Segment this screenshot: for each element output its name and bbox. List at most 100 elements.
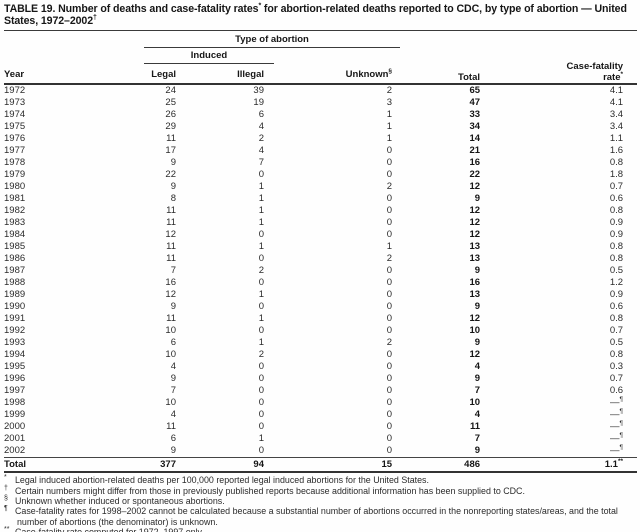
- table-row: 2002 9 0 0 9 —¶: [4, 444, 637, 458]
- cell-case-fatality-rate: 0.7: [609, 181, 624, 193]
- cell-case-fatality-rate: —¶: [610, 444, 624, 457]
- cell-year: 1977: [4, 145, 26, 157]
- cell-year: 1996: [4, 373, 26, 385]
- cell-case-fatality-rate: 0.6: [609, 301, 624, 313]
- cell-total: 9: [474, 373, 481, 385]
- cell-case-fatality-rate: 0.9: [609, 289, 624, 301]
- cell-illegal: 1: [258, 181, 264, 193]
- cell-total: 10: [469, 397, 481, 409]
- cell-unknown: 0: [386, 313, 393, 325]
- table-row: 1973 25 19 3 47 4.1: [4, 97, 637, 109]
- cell-year: 1994: [4, 349, 26, 361]
- table-row: 1982 11 1 0 12 0.8: [4, 205, 637, 217]
- cell-total: 10: [469, 325, 481, 337]
- col-header-case-fatality-rate: Case-fatality rate*: [488, 31, 637, 84]
- cell-case-fatality-rate: —¶: [610, 420, 624, 433]
- cell-unknown: 0: [386, 385, 393, 397]
- cell-legal: 9: [170, 445, 176, 457]
- unknown-header-label: Unknown: [345, 69, 389, 81]
- table-row: 1988 16 0 0 16 1.2: [4, 277, 637, 289]
- cell-illegal: 2: [258, 349, 264, 361]
- cell-unknown: 0: [386, 193, 393, 205]
- cell-year: 2002: [4, 445, 26, 457]
- table-row: 1995 4 0 0 4 0.3: [4, 361, 637, 373]
- table-body: 1972 24 39 2 65 4.1 1973 25 19 3 47 4.1 1974 26 6 1 33 3.…: [4, 83, 638, 474]
- cell-total: 486: [400, 457, 489, 474]
- cell-total: 34: [469, 121, 481, 133]
- cell-illegal: 2: [258, 265, 264, 277]
- header-row-columns: Legal Illegal Unknown§: [4, 64, 637, 85]
- cell-unknown: 0: [386, 217, 393, 229]
- cell-illegal: 0: [258, 397, 264, 409]
- cell-unknown: 0: [386, 445, 393, 457]
- cell-total: 9: [474, 265, 481, 277]
- cell-total: 12: [469, 313, 481, 325]
- cell-unknown: 1: [386, 241, 393, 253]
- cell-illegal: 4: [258, 121, 264, 133]
- cell-legal: 24: [144, 83, 182, 98]
- cell-illegal: 0: [258, 385, 264, 397]
- rate-footnote-marker: ¶: [619, 396, 624, 404]
- cell-unknown: 0: [386, 361, 393, 373]
- cell-illegal: 7: [258, 157, 264, 169]
- rate-header-footnote-marker: *: [620, 71, 624, 79]
- cell-legal: 11: [166, 133, 176, 145]
- cell-illegal: 1: [258, 205, 264, 217]
- cell-total: 7: [474, 385, 481, 397]
- cell-year: 1980: [4, 181, 26, 193]
- cell-legal: 29: [165, 121, 176, 133]
- cell-illegal: 0: [258, 253, 264, 265]
- rate-footnote-marker: **: [617, 457, 624, 465]
- cell-legal: 4: [170, 361, 176, 373]
- cell-illegal: 0: [258, 409, 264, 421]
- cell-case-fatality-rate: 0.9: [609, 229, 624, 241]
- col-header-unknown: Unknown§: [274, 64, 400, 85]
- table-row: 1989 12 1 0 13 0.9: [4, 289, 637, 301]
- cell-unknown: 0: [386, 301, 393, 313]
- cell-legal: 377: [144, 457, 182, 474]
- col-group-induced: Induced: [144, 47, 274, 65]
- rate-header-line2: rate: [603, 72, 621, 84]
- cell-year: 1983: [4, 217, 26, 229]
- cell-case-fatality-rate: 0.8: [609, 205, 624, 217]
- cell-unknown: 0: [386, 325, 393, 337]
- cell-total: 12: [469, 181, 481, 193]
- table-row: 1985 11 1 1 13 0.8: [4, 241, 637, 253]
- cell-unknown: 0: [386, 349, 393, 361]
- footnote: **Case-fatality rate computed for 1972–1…: [4, 526, 637, 532]
- table-row: 1987 7 2 0 9 0.5: [4, 265, 637, 277]
- cell-year: 1982: [4, 205, 26, 217]
- table-row: 1976 11 2 1 14 1.1: [4, 133, 637, 145]
- footnote-text: Unknown whether induced or spontaneous a…: [15, 496, 225, 506]
- cell-case-fatality-rate: 0.7: [609, 325, 624, 337]
- cell-illegal: 1: [258, 241, 264, 253]
- cell-year: 1974: [4, 109, 26, 121]
- table-row: 1977 17 4 0 21 1.6: [4, 145, 637, 157]
- total-row: Total 377 94 15 486 1.1**: [4, 457, 638, 474]
- cell-year: 1995: [4, 361, 26, 373]
- cell-unknown: 1: [386, 109, 393, 121]
- title-text-continued: for abortion-related deaths reported to …: [4, 3, 627, 27]
- cell-illegal: 0: [258, 373, 264, 385]
- cell-total: 13: [469, 289, 481, 301]
- table-title: TABLE 19. Number of deaths and case-fata…: [4, 2, 637, 32]
- cell-illegal: 0: [258, 169, 264, 181]
- cell-legal: 11: [166, 421, 176, 433]
- cell-legal: 9: [170, 373, 176, 385]
- cell-year: 1987: [4, 265, 26, 277]
- header-spacer-cell: [274, 48, 400, 64]
- cell-illegal: 4: [258, 145, 264, 157]
- table-row: 2001 6 1 0 7 —¶: [4, 432, 637, 445]
- cell-unknown: 0: [386, 289, 393, 301]
- cell-case-fatality-rate: 0.3: [609, 361, 624, 373]
- footnotes: * Legal induced abortion-related deaths p…: [4, 474, 637, 532]
- cell-year: 1975: [4, 121, 26, 133]
- cell-legal: 10: [165, 325, 176, 337]
- cell-total: 13: [469, 241, 481, 253]
- deaths-case-fatality-table: Year Type of abortion Total Case-fatalit…: [4, 31, 638, 474]
- rate-header-line1: Case-fatality: [566, 61, 624, 73]
- cell-case-fatality-rate: 0.8: [609, 349, 624, 361]
- cell-year: 1984: [4, 229, 26, 241]
- cell-case-fatality-rate: 1.2: [609, 277, 624, 289]
